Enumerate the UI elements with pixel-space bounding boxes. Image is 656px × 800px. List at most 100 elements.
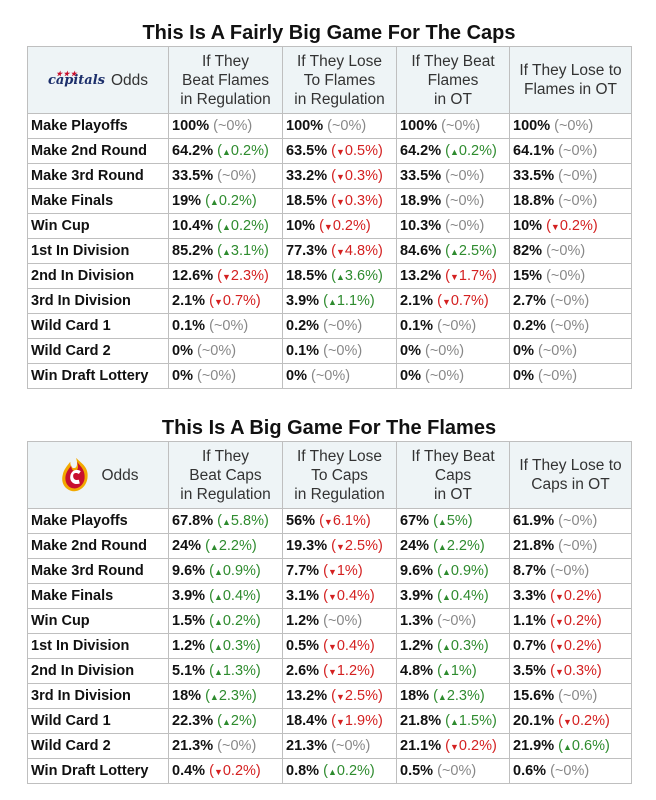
arrow-down-icon: ▼ — [327, 642, 337, 652]
odds-change: (▼1.9%) — [331, 713, 383, 729]
odds-cell: 7.7% (▼1%) — [282, 558, 397, 584]
odds-change-value: ~0% — [563, 193, 593, 209]
odds-change-value: ~0% — [222, 738, 252, 754]
table-row: Wild Card 2 21.3% (~0%) 21.3% (~0%) 21.1% (… — [27, 733, 632, 759]
odds-value: 15% — [513, 268, 543, 284]
odds-cell: 15.6% (~0%) — [509, 683, 632, 709]
table-row: 2nd In Division 12.6% (▼2.3%) 18.5% (▲3.6%… — [27, 263, 632, 289]
odds-value: 9.6% — [172, 563, 206, 579]
odds-value: 0.1% — [400, 318, 434, 334]
column-header-line: If They — [201, 52, 250, 70]
column-header-line: If They Lose — [296, 52, 382, 70]
column-header-line: in Regulation — [294, 90, 385, 108]
odds-cell: 24% (▲2.2%) — [396, 533, 510, 559]
odds-value: 67.8% — [172, 513, 214, 529]
odds-cell: 0.8% (▲0.2%) — [282, 758, 397, 784]
arrow-up-icon: ▲ — [441, 642, 451, 652]
odds-change: (~0%) — [546, 268, 586, 284]
odds-change: (~0%) — [558, 538, 598, 554]
odds-value: 0% — [400, 343, 421, 359]
arrow-down-icon: ▼ — [336, 692, 345, 702]
odds-change-value: 0.2% — [458, 143, 492, 159]
odds-value: 8.7% — [513, 563, 547, 579]
odds-change-value: 0.3% — [344, 193, 378, 209]
odds-change-value: 0.4% — [450, 588, 484, 604]
odds-change-value: 3.1% — [230, 243, 264, 259]
odds-change-value: ~0% — [217, 118, 248, 134]
odds-value: 1.1% — [513, 613, 547, 629]
odds-change: (▲2.2%) — [205, 538, 257, 554]
arrow-up-icon: ▲ — [327, 297, 337, 307]
odds-cell: 2.7% (~0%) — [509, 288, 632, 314]
odds-change-value: 0.7% — [222, 293, 256, 309]
odds-cell: 56% (▼6.1%) — [282, 508, 397, 534]
odds-change-value: ~0% — [201, 343, 232, 359]
odds-value: 0.7% — [513, 638, 547, 654]
odds-cell: 61.9% (~0%) — [509, 508, 632, 534]
odds-value: 2.7% — [513, 293, 547, 309]
odds-cell: 0.1% (~0%) — [168, 313, 283, 339]
row-label: Win Draft Lottery — [27, 363, 169, 389]
odds-cell: 24% (▲2.2%) — [168, 533, 283, 559]
odds-value: 18.9% — [400, 193, 442, 209]
odds-cell: 0.6% (~0%) — [509, 758, 632, 784]
arrow-down-icon: ▼ — [222, 272, 231, 282]
odds-change-value: 1.1% — [336, 293, 370, 309]
odds-value: 33.5% — [513, 168, 555, 184]
odds-change: (~0%) — [323, 318, 363, 334]
odds-change: (~0%) — [546, 243, 586, 259]
odds-cell: 0.5% (▼0.4%) — [282, 633, 397, 659]
odds-header-cell: Odds — [27, 441, 169, 509]
odds-change: (~0%) — [425, 368, 465, 384]
column-header: If They Lose to Flames in OT — [509, 46, 632, 114]
odds-change-value: 0.2% — [332, 218, 366, 234]
odds-cell: 3.9% (▲0.4%) — [396, 583, 510, 609]
table-row: 3rd In Division 18% (▲2.3%) 13.2% (▼2.5%) 1… — [27, 683, 632, 709]
odds-change-value: 0.2% — [458, 738, 492, 754]
row-label: Make 3rd Round — [27, 163, 169, 189]
column-header-line: Flames — [427, 71, 479, 89]
odds-change-value: 0.2% — [563, 638, 597, 654]
odds-change-value: ~0% — [563, 143, 593, 159]
odds-cell: 18.5% (▲3.6%) — [282, 263, 397, 289]
odds-change: (~0%) — [538, 368, 578, 384]
odds-cell: 64.1% (~0%) — [509, 138, 632, 164]
odds-change-value: ~0% — [542, 343, 573, 359]
table-row: 2nd In Division 5.1% (▲1.3%) 2.6% (▼1.2%) 4… — [27, 658, 632, 684]
odds-cell: 0.1% (~0%) — [282, 338, 397, 364]
odds-cell: 18.9% (~0%) — [396, 188, 510, 214]
odds-value: 0.6% — [513, 763, 547, 779]
row-label: Wild Card 1 — [27, 708, 169, 734]
odds-value: 13.2% — [400, 268, 442, 284]
odds-value: 64.2% — [400, 143, 442, 159]
odds-change: (▲2.3%) — [433, 688, 485, 704]
arrow-down-icon: ▼ — [336, 247, 345, 257]
odds-value: 13.2% — [286, 688, 328, 704]
odds-cell: 0.2% (~0%) — [282, 313, 397, 339]
odds-change: (▼2.5%) — [331, 538, 383, 554]
odds-change-value: 2.5% — [344, 688, 378, 704]
odds-change-value: ~0% — [222, 168, 252, 184]
odds-change: (~0%) — [550, 318, 590, 334]
arrow-down-icon: ▼ — [327, 592, 337, 602]
odds-change: (~0%) — [550, 293, 590, 309]
odds-change: (~0%) — [311, 368, 351, 384]
odds-value: 2.1% — [172, 293, 206, 309]
arrow-down-icon: ▼ — [213, 767, 223, 777]
odds-cell: 19% (▲0.2%) — [168, 188, 283, 214]
odds-change-value: 6.1% — [332, 513, 366, 529]
odds-cell: 1.5% (▲0.2%) — [168, 608, 283, 634]
odds-value: 0.5% — [400, 763, 434, 779]
odds-value: 7.7% — [286, 563, 320, 579]
odds-change: (▼0.2%) — [546, 218, 598, 234]
odds-change-value: 0.3% — [450, 638, 484, 654]
row-label: Make 2nd Round — [27, 138, 169, 164]
odds-change-value: ~0% — [429, 343, 460, 359]
arrow-down-icon: ▼ — [550, 222, 560, 232]
odds-change: (▲2.5%) — [445, 243, 497, 259]
odds-value: 33.5% — [400, 168, 442, 184]
column-header: If They Lose to Caps in OT — [509, 441, 632, 509]
odds-value: 18% — [400, 688, 430, 704]
column-header: If They Lose To Caps in Regulation — [282, 441, 397, 509]
odds-value: 3.9% — [400, 588, 434, 604]
